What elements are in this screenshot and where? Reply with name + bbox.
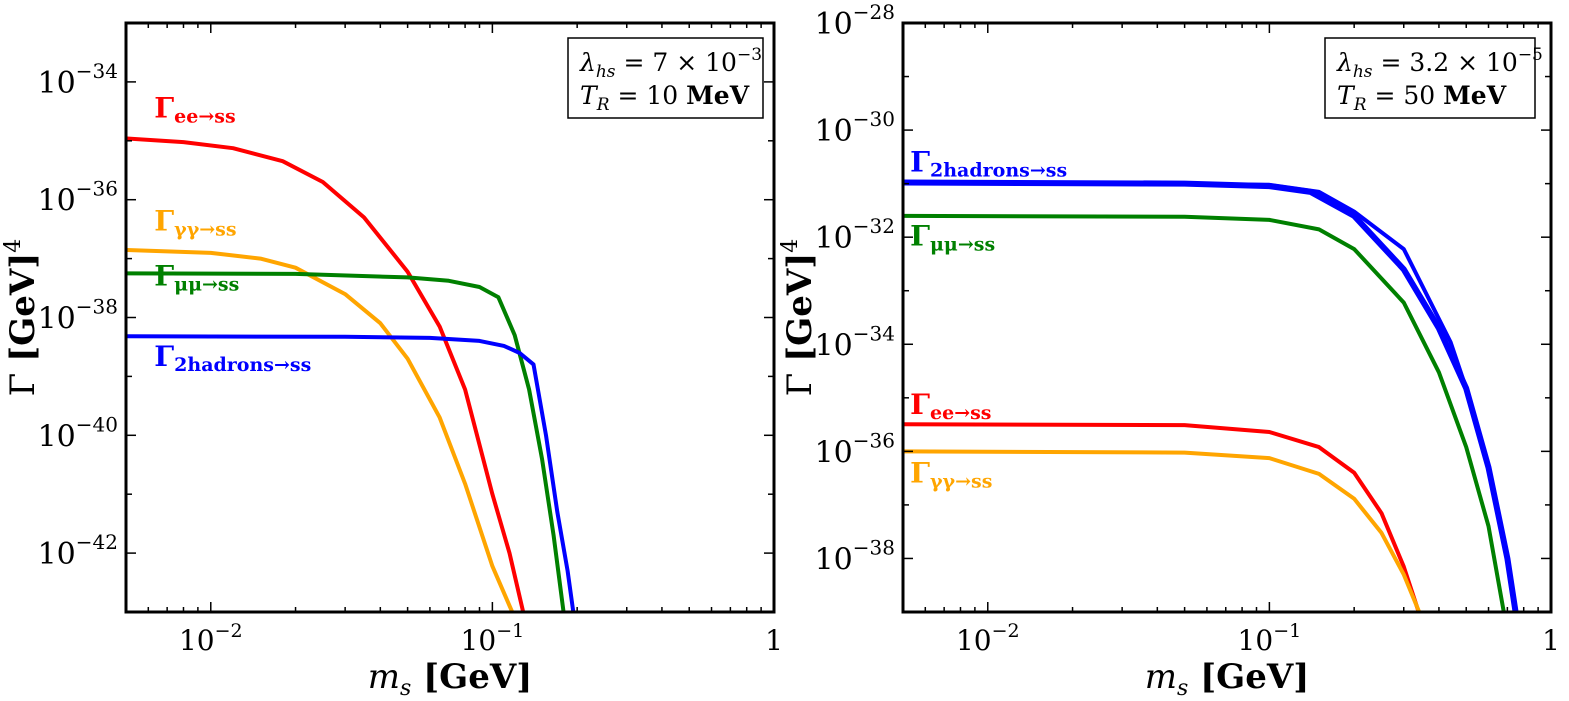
x-tick-label: 10−2 [956, 620, 1020, 657]
legend-line-lambda: λhs = 3.2 × 10−5 [1336, 45, 1543, 82]
x-tick-label: 10−1 [1238, 620, 1302, 657]
series-line-ss-4 [903, 449, 1422, 612]
series-line-ss-2 [126, 271, 566, 612]
y-tick-label: 10−40 [38, 412, 118, 454]
series-line-ss-2 [903, 213, 1506, 612]
x-axis-label: ms [GeV] [368, 657, 533, 701]
chart-panel-1: 10−2 10−1 1 10−34 10−36 10−38 10−40 10−42 ms [Ge… [1, 21, 783, 701]
y-axis-label: Γ [GeV]4 [1, 239, 43, 397]
x-tick-label: 1 [765, 624, 783, 657]
series-group [126, 136, 576, 612]
legend-box [1324, 37, 1536, 119]
legend-line-temperature: TR = 10 MeV [580, 81, 750, 115]
x-tick-label: 10−2 [179, 620, 243, 657]
y-axis-label: Γ [GeV]4 [778, 239, 820, 397]
x-tick-label: 10−1 [461, 620, 525, 657]
parameter-legend: λhs = 7 × 10−3TR = 10 MeV [567, 37, 764, 119]
series-label: Γee→ss [154, 91, 235, 127]
y-tick-label: 10−38 [38, 295, 118, 337]
series-label: Γμμ→ss [154, 259, 239, 295]
y-tick-label: 10−32 [815, 214, 895, 256]
legend-line-temperature: TR = 50 MeV [1337, 81, 1507, 115]
y-tick-label: 10−34 [38, 59, 118, 101]
series-label: Γee→ss [910, 388, 991, 424]
y-tick-label: 10−38 [815, 535, 895, 577]
legend-line-lambda: λhs = 7 × 10−3 [579, 45, 762, 82]
y-tick-label: 10−36 [815, 428, 895, 470]
ticks [902, 22, 1551, 613]
y-tick-label: 10−28 [815, 0, 895, 42]
legend-box [567, 37, 764, 119]
y-tick-label: 10−30 [815, 107, 895, 149]
series-label: Γμμ→ss [910, 219, 995, 255]
y-tick-label: 10−42 [38, 530, 118, 572]
series-line-2hadronsss-3 [126, 334, 576, 612]
series-label: Γγγ→ss [910, 457, 992, 493]
chart-panel-2: 10−2 10−1 1 10−28 10−30 10−32 10−34 10−36 10−38 m… [778, 0, 1560, 701]
parameter-legend: λhs = 3.2 × 10−5TR = 50 MeV [1324, 37, 1543, 119]
series-line-eess-0 [126, 136, 526, 612]
ticks [125, 22, 774, 613]
axes-frame [901, 21, 1553, 614]
series-label: Γ2hadrons→ss [154, 340, 311, 376]
series-line-2hadronsss-1 [903, 180, 1518, 612]
series-line-ss-1 [126, 248, 515, 612]
series-line-eess-3 [903, 422, 1421, 612]
series-group [903, 179, 1519, 612]
y-tick-label: 10−34 [815, 321, 895, 363]
series-label: Γγγ→ss [154, 204, 236, 240]
series-label: Γ2hadrons→ss [910, 145, 1067, 181]
x-tick-label: 1 [1542, 624, 1560, 657]
x-axis-label: ms [GeV] [1145, 657, 1310, 701]
y-tick-label: 10−36 [38, 177, 118, 219]
